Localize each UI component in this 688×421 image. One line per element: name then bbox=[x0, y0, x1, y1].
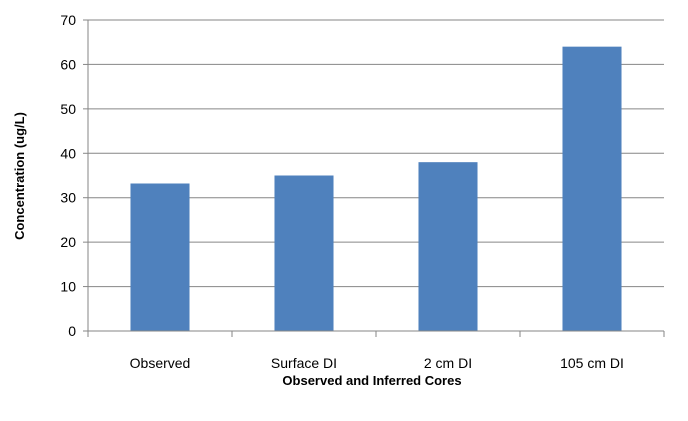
bars bbox=[130, 46, 622, 332]
x-axis-title: Observed and Inferred Cores bbox=[282, 373, 461, 388]
bar-105-cm-di bbox=[562, 46, 622, 332]
bar-surface-di bbox=[274, 175, 334, 331]
y-tick-label: 20 bbox=[60, 234, 76, 250]
y-tick-labels: 0 10 20 30 40 50 60 70 bbox=[60, 12, 76, 339]
y-tick-label: 70 bbox=[60, 12, 76, 28]
y-tick-label: 50 bbox=[60, 101, 76, 117]
x-tick-label: 105 cm DI bbox=[560, 355, 624, 371]
y-tick-label: 10 bbox=[60, 279, 76, 295]
y-tick-label: 0 bbox=[68, 323, 76, 339]
bar-observed bbox=[130, 183, 190, 331]
x-tick-label: Observed bbox=[130, 355, 191, 371]
x-tick-label: Surface DI bbox=[271, 355, 337, 371]
y-tick-label: 60 bbox=[60, 56, 76, 72]
axes bbox=[83, 19, 665, 337]
bar-2-cm-di bbox=[418, 162, 478, 331]
x-tick-labels: Observed Surface DI 2 cm DI 105 cm DI bbox=[130, 355, 624, 371]
y-axis-title: Concentration (ug/L) bbox=[12, 112, 27, 240]
y-tick-label: 40 bbox=[60, 145, 76, 161]
x-tick-label: 2 cm DI bbox=[424, 355, 472, 371]
y-tick-label: 30 bbox=[60, 190, 76, 206]
